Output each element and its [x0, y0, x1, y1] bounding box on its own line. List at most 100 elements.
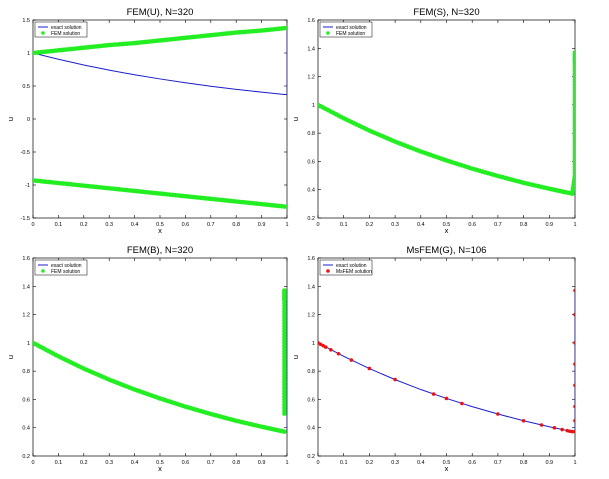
series-point-msfem-solution: [349, 358, 354, 362]
y-tick-label: 0.8: [307, 131, 315, 137]
x-tick-label: 0.9: [258, 460, 266, 466]
series-line-exact-solution: [318, 290, 575, 433]
series-point-msfem-solution: [460, 401, 464, 406]
x-tick-label: 0.8: [232, 460, 240, 466]
chart-title: FEM(B), N=320: [127, 245, 193, 256]
x-tick-label: 0.7: [494, 460, 502, 466]
series-point-msfem-solution: [573, 418, 575, 423]
y-tick-label: -1: [25, 183, 30, 189]
chart-panel-1: FEM(U), N=320 0 0.1 0.2 0.3 0.4 0.5 0.6 0.7 0.8 0.…: [6, 7, 289, 235]
series-point-msfem-solution: [323, 345, 328, 349]
axes-box: [317, 257, 576, 457]
plot-area: [318, 50, 575, 196]
x-tick-label: 0.6: [468, 222, 476, 228]
y-tick-label: 0.6: [307, 397, 315, 403]
y-tick-label: 1.4: [307, 284, 315, 290]
x-axis-label: x: [158, 226, 162, 235]
x-tick-label: 0: [316, 222, 319, 228]
x-tick-label: 0.5: [443, 222, 451, 228]
y-tick-label: 0.2: [307, 454, 315, 460]
legend-entry-exact-solution: exact solution: [51, 25, 82, 31]
series-point-fem-solution: [284, 204, 287, 210]
series-point-msfem-solution: [329, 347, 333, 352]
x-tick-label: 0.5: [156, 460, 164, 466]
series-point-msfem-solution: [573, 404, 575, 409]
x-tick-label: 0.2: [80, 460, 88, 466]
chart-panel-3: FEM(B), N=320 0 0.1 0.2 0.3 0.4 0.5 0.6 0.7 0.8 0.…: [6, 245, 289, 473]
x-tick-label: 0.2: [80, 222, 88, 228]
y-axis-label: u: [6, 355, 15, 359]
series-point-msfem-solution: [573, 429, 575, 434]
y-axis-label: u: [291, 117, 300, 121]
x-tick-label: 0: [31, 460, 34, 466]
y-tick-label: 1.6: [22, 256, 30, 262]
x-tick-label: 0.5: [156, 222, 164, 228]
legend-box: [319, 259, 373, 276]
y-tick-label: 0.4: [22, 426, 30, 432]
x-tick-label: 0: [31, 222, 34, 228]
chart-panel-2: FEM(S), N=320 0 0.1 0.2 0.3 0.4 0.5 0.6 0.7 0.8 0.…: [291, 7, 577, 235]
series-point-msfem-solution: [573, 312, 575, 317]
y-tick-label: 1.2: [307, 75, 315, 81]
chart-title: FEM(U), N=320: [127, 7, 194, 18]
series-point-msfem-solution: [521, 418, 526, 423]
x-tick-label: 0.6: [182, 222, 190, 228]
x-tick-label: 0.9: [545, 222, 553, 228]
series-point-msfem-solution: [573, 362, 575, 366]
plot-area: [33, 25, 287, 210]
x-tick-label: 0.3: [391, 460, 399, 466]
series-point-msfem-solution: [570, 429, 575, 434]
x-tick-label: 0.2: [366, 460, 374, 466]
legend-swatch-fem-solution: [41, 31, 45, 35]
x-tick-label: 0.2: [366, 222, 374, 228]
legend-entry-fem-solution: FEM solution: [51, 31, 80, 37]
x-tick-label: 0.5: [443, 460, 451, 466]
series-point-fem-solution: [572, 50, 575, 55]
y-tick-label: -0.5: [21, 150, 30, 156]
x-tick-label: 1: [573, 460, 576, 466]
axes-box: [32, 257, 288, 457]
legend-swatch-fem-solution: [326, 31, 330, 35]
series-point-msfem-solution: [393, 377, 397, 382]
plot-area: [318, 288, 575, 434]
x-tick-label: 0.3: [105, 222, 113, 228]
x-tick-label: 0.7: [494, 222, 502, 228]
x-tick-label: 0: [316, 460, 319, 466]
legend-swatch-fem-solution: [41, 269, 45, 273]
series-point-msfem-solution: [573, 288, 575, 293]
x-tick-label: 0.9: [258, 222, 266, 228]
x-axis-label: x: [445, 226, 449, 235]
x-tick-label: 1: [285, 222, 288, 228]
series-point-msfem-solution: [431, 392, 436, 396]
y-axis-label: u: [291, 355, 300, 359]
x-tick-label: 0.1: [340, 460, 348, 466]
series-point-msfem-solution: [560, 427, 564, 432]
legend-entry-msfem-solution: MsFEM solution: [336, 269, 372, 275]
x-tick-label: 0.1: [55, 222, 63, 228]
x-tick-label: 0.7: [207, 460, 215, 466]
plot-area: [33, 288, 287, 434]
x-tick-label: 0.6: [468, 460, 476, 466]
y-tick-label: 0.4: [307, 188, 315, 194]
legend-entry-fem-solution: FEM solution: [51, 269, 80, 275]
series-point-fem-solution: [282, 288, 287, 293]
y-tick-label: 1.4: [307, 46, 315, 52]
x-tick-label: 0.4: [131, 460, 139, 466]
chart-panel-4: MsFEM(G), N=106 0 0.1 0.2 0.3 0.4 0.5 0.6 0.7 0.8…: [291, 245, 577, 473]
y-tick-label: 1.6: [307, 18, 315, 24]
series-point-msfem-solution: [444, 396, 449, 401]
y-tick-label: 1.6: [307, 256, 315, 262]
legend-entry-exact-solution: exact solution: [51, 263, 82, 269]
series-point-fem-solution: [282, 429, 287, 434]
legend-entry-exact-solution: exact solution: [336, 25, 367, 31]
legend-swatch-msfem-solution: [326, 269, 330, 273]
series-point-msfem-solution: [367, 366, 372, 371]
x-tick-label: 0.1: [340, 222, 348, 228]
x-tick-label: 0.6: [182, 460, 190, 466]
x-tick-label: 0.3: [105, 460, 113, 466]
y-tick-label: 0.6: [22, 397, 30, 403]
x-tick-label: 1: [573, 222, 576, 228]
